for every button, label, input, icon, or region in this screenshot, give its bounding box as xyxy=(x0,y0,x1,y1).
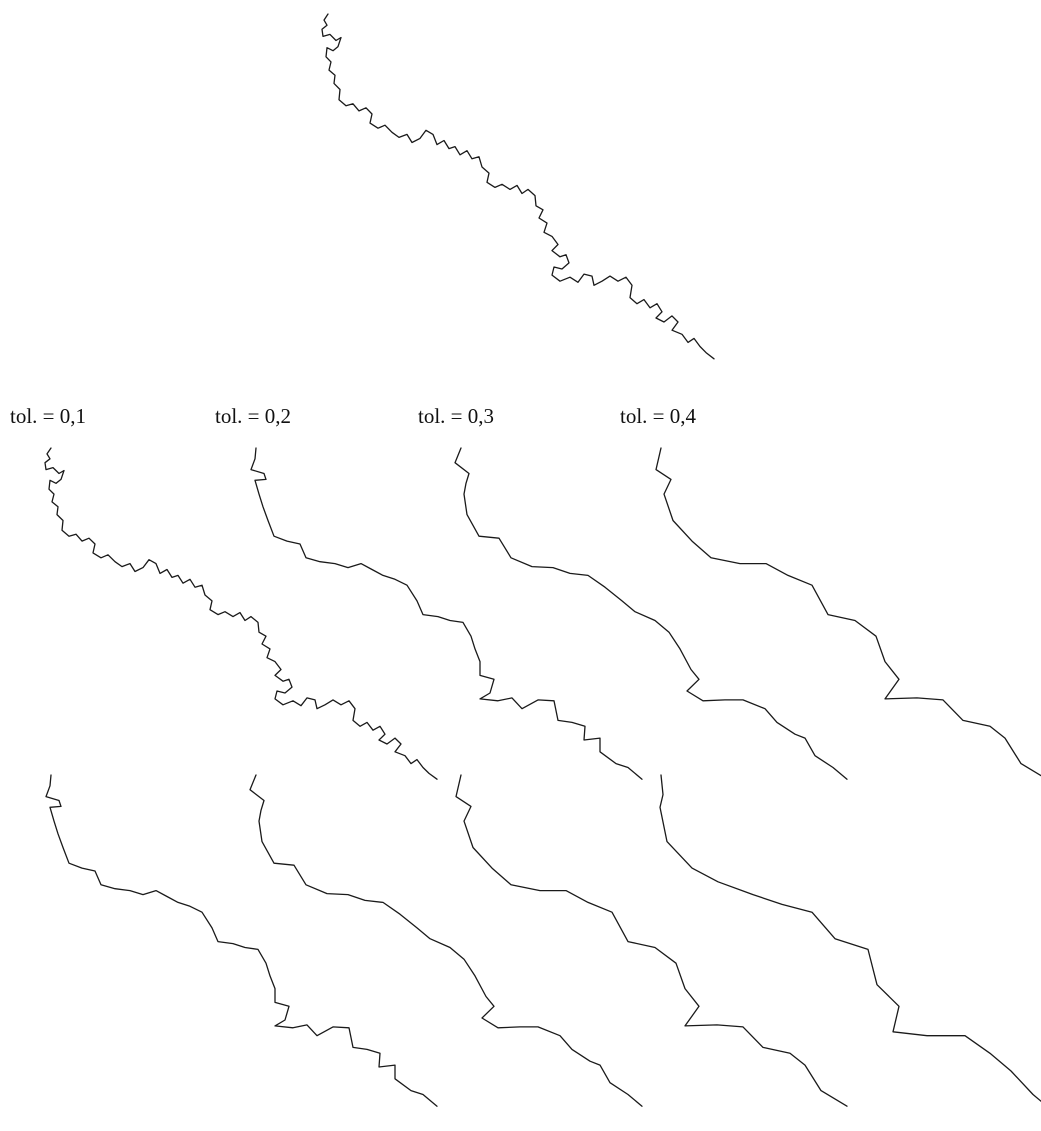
row1-curve-tol-3-line xyxy=(454,447,848,780)
row2-curve-tol-1 xyxy=(45,774,438,1107)
row1-curve-tol-2 xyxy=(250,447,643,780)
row2-curve-tol-4 xyxy=(659,774,1041,1103)
row1-curve-tol-3 xyxy=(454,447,848,780)
row2-curve-tol-4-line xyxy=(659,774,1041,1103)
row2-curve-tol-3-line xyxy=(455,774,848,1107)
tolerance-label-2: tol. = 0,2 xyxy=(215,404,291,428)
row2-curve-tol-2 xyxy=(249,774,643,1107)
original-curve xyxy=(321,13,715,360)
row2-curve-tol-1-line xyxy=(45,774,438,1107)
row1-curve-tol-1-line xyxy=(44,447,438,780)
row2-curve-tol-3 xyxy=(455,774,848,1107)
row1-curve-tol-2-line xyxy=(250,447,643,780)
row2-curve-tol-2-line xyxy=(249,774,643,1107)
original-curve-line xyxy=(321,13,715,360)
tolerance-label-4: tol. = 0,4 xyxy=(620,404,697,428)
tolerance-label-1: tol. = 0,1 xyxy=(10,404,86,428)
row1-curve-tol-1 xyxy=(44,447,438,780)
row1-curve-tol-4-line xyxy=(655,447,1041,777)
tolerance-label-3: tol. = 0,3 xyxy=(418,404,494,428)
row1-curve-tol-4 xyxy=(655,447,1041,777)
